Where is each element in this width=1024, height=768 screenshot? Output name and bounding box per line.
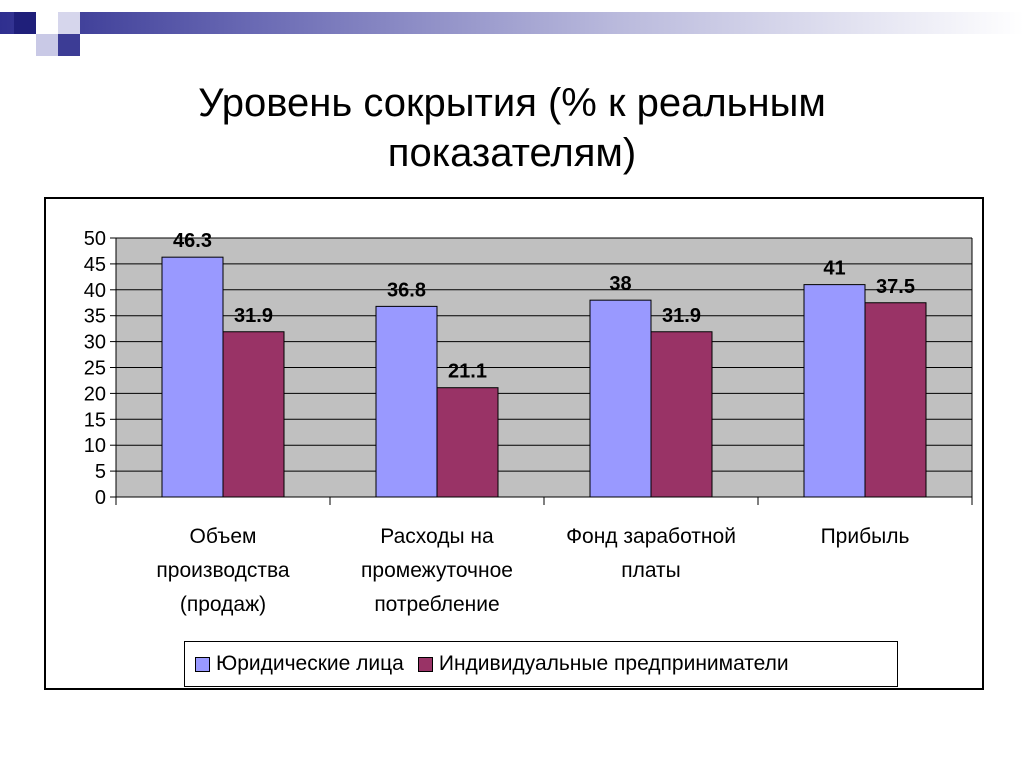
y-tick-label: 5 xyxy=(95,461,106,483)
data-label: 46.3 xyxy=(173,230,212,252)
legend-item-series-2: Индивидуальные предприниматели xyxy=(417,652,789,676)
x-tick-label: Расходы на xyxy=(380,525,494,548)
y-tick-label: 10 xyxy=(84,435,106,457)
y-tick-label: 45 xyxy=(84,254,106,276)
deco-square xyxy=(14,34,36,56)
legend-item-series-1: Юридические лица xyxy=(195,652,404,676)
y-tick-label: 20 xyxy=(84,383,106,405)
deco-square xyxy=(58,34,80,56)
x-tick-label: производства xyxy=(156,559,290,582)
data-label: 41 xyxy=(823,258,845,280)
y-tick-label: 40 xyxy=(84,280,106,302)
deco-square xyxy=(36,56,58,78)
bar-2 xyxy=(650,331,713,498)
bar-1 xyxy=(375,305,438,498)
y-tick-label: 50 xyxy=(84,228,106,250)
title-line-2: показателям) xyxy=(387,131,637,175)
bar-2 xyxy=(436,387,499,498)
bar-1 xyxy=(803,284,866,498)
x-tick-label: Объем xyxy=(190,525,257,548)
data-label: 38 xyxy=(609,273,631,295)
bar-2 xyxy=(864,302,927,498)
legend-label-series-1: Юридические лица xyxy=(216,652,404,675)
x-tick-label: (продаж) xyxy=(180,593,266,616)
y-tick-label: 35 xyxy=(84,306,106,328)
deco-square xyxy=(36,12,58,34)
data-label: 37.5 xyxy=(876,276,915,298)
title-line-1: Уровень сокрытия (% к реальным xyxy=(198,81,826,125)
x-tick-label: Прибыль xyxy=(821,525,910,548)
slide-title: Уровень сокрытия (% к реальным показател… xyxy=(0,78,1024,178)
bar-1 xyxy=(589,299,652,498)
data-label: 31.9 xyxy=(234,305,273,327)
legend-swatch-series-1 xyxy=(195,656,210,672)
legend-label-series-2: Индивидуальные предприниматели xyxy=(438,652,789,675)
bar-1 xyxy=(161,256,224,498)
y-tick-label: 25 xyxy=(84,358,106,380)
data-label: 21.1 xyxy=(448,361,487,383)
x-tick-label: платы xyxy=(621,559,681,582)
bar-2 xyxy=(222,331,285,498)
data-label: 31.9 xyxy=(662,305,701,327)
y-tick-label: 30 xyxy=(84,332,106,354)
data-label: 36.8 xyxy=(387,279,426,301)
x-tick-label: промежуточное xyxy=(361,559,513,582)
y-tick-label: 0 xyxy=(95,487,106,509)
header-gradient-bar xyxy=(0,12,1024,34)
chart-legend: Юридические лица Индивидуальные предприн… xyxy=(184,641,898,687)
y-tick-label: 15 xyxy=(84,409,106,431)
deco-square xyxy=(36,34,58,56)
x-tick-label: Фонд заработной xyxy=(566,525,736,548)
deco-square xyxy=(58,12,80,34)
x-tick-label: потребление xyxy=(374,593,499,616)
legend-swatch-series-2 xyxy=(417,656,433,672)
deco-square xyxy=(14,12,36,34)
